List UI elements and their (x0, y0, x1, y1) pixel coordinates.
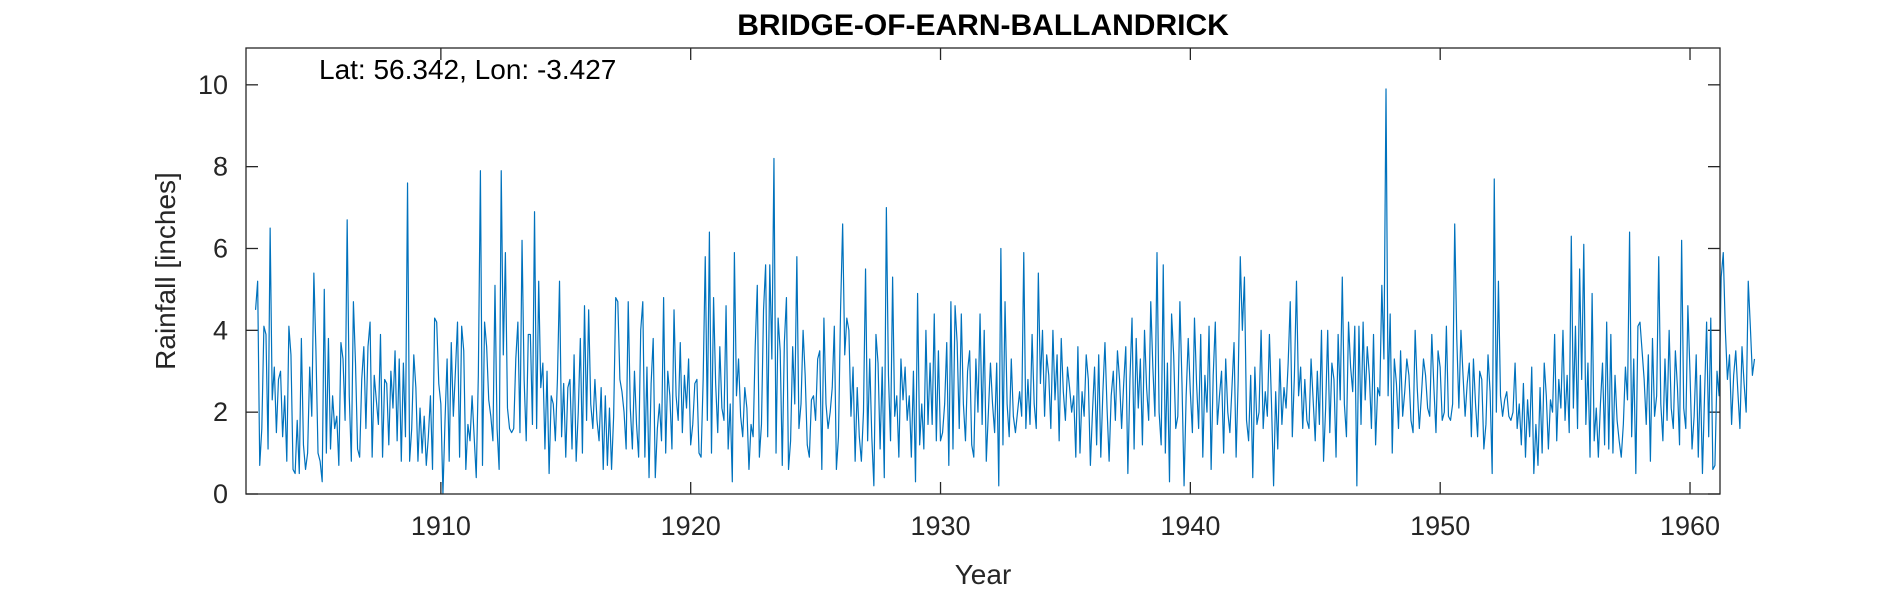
rainfall-series-line (254, 88, 1756, 495)
x-tick-label: 1960 (1660, 511, 1720, 541)
plot-area-background (246, 48, 1720, 494)
y-tick-label: 0 (213, 479, 228, 509)
x-tick-label: 1930 (910, 511, 970, 541)
x-axis-label: Year (955, 559, 1012, 590)
y-axis-label: Rainfall [inches] (150, 172, 181, 370)
y-tick-label: 4 (213, 315, 228, 345)
plot-area-border (245, 47, 1721, 495)
y-tick-label: 2 (213, 397, 228, 427)
x-tick-label: 1910 (411, 511, 471, 541)
y-tick-label: 10 (198, 70, 228, 100)
x-axis-ticks: 1910 1920 1930 1940 1950 1960 (411, 48, 1720, 541)
x-tick-label: 1950 (1410, 511, 1470, 541)
y-axis-ticks: 0 2 4 6 8 10 (198, 70, 1720, 509)
chart-title: BRIDGE-OF-EARN-BALLANDRICK (737, 9, 1229, 42)
x-tick-label: 1920 (661, 511, 721, 541)
y-tick-label: 6 (213, 233, 228, 263)
x-tick-label: 1940 (1160, 511, 1220, 541)
y-tick-label: 8 (213, 152, 228, 182)
location-annotation: Lat: 56.342, Lon: -3.427 (319, 54, 616, 85)
